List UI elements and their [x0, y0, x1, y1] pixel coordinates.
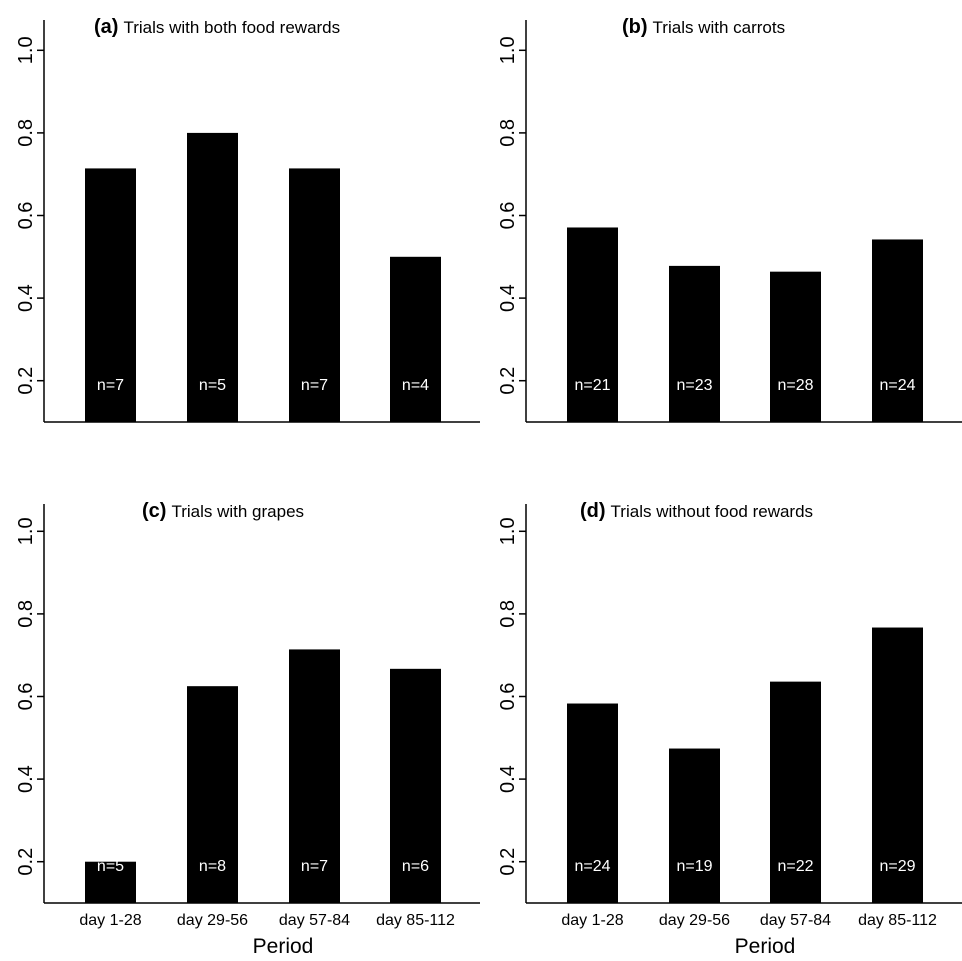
bar-n-label: n=6 — [402, 858, 429, 875]
panel-letter: (c) — [142, 500, 166, 522]
y-tick-label: 0.2 — [15, 848, 37, 876]
y-tick-label: 0.8 — [15, 600, 37, 628]
bar — [85, 861, 136, 903]
y-tick-label: 0.6 — [497, 683, 519, 711]
x-tick-label: day 85-112 — [858, 912, 937, 929]
bar-n-label: n=29 — [879, 858, 915, 875]
bar — [770, 681, 821, 903]
y-tick-label: 0.6 — [497, 202, 519, 230]
bar-n-label: n=24 — [879, 377, 915, 394]
bar-n-label: n=5 — [97, 858, 124, 875]
bar — [872, 239, 923, 422]
bar-n-label: n=28 — [777, 377, 813, 394]
y-tick-label: 0.6 — [15, 202, 37, 230]
x-tick-label: day 1-28 — [561, 912, 623, 929]
bar-n-label: n=21 — [574, 377, 610, 394]
bar — [872, 627, 923, 903]
panel-letter: (a) — [94, 16, 118, 38]
bar — [669, 265, 720, 422]
bar — [567, 703, 618, 903]
y-tick-label: 0.2 — [497, 848, 519, 876]
x-tick-label: day 29-56 — [177, 912, 248, 929]
y-tick-label: 0.4 — [15, 765, 37, 793]
y-tick-label: 0.8 — [497, 600, 519, 628]
panel-title-group: (b) Trials with carrots — [622, 16, 785, 38]
panel-letter: (b) — [622, 16, 648, 38]
bar — [289, 649, 340, 903]
bar — [567, 227, 618, 422]
x-axis-title: Period — [735, 935, 796, 958]
y-tick-label: 1.0 — [497, 36, 519, 64]
panel-b: 0.2 0.4 0.6 0.8 1.0 n=21 n=23 n=28 n=24 (b) Trials… — [497, 16, 962, 423]
y-tick-label: 0.8 — [497, 119, 519, 147]
bar-n-label: n=7 — [301, 377, 328, 394]
panel-title: Trials with carrots — [653, 18, 786, 37]
bar-n-label: n=19 — [676, 858, 712, 875]
panel-title-group: (a) Trials with both food rewards — [94, 16, 340, 38]
bar — [770, 271, 821, 422]
bar-n-label: n=23 — [676, 377, 712, 394]
panel-c: 0.2 0.4 0.6 0.8 1.0 n=5 n=8 n=7 n=6 (c) Trials wit… — [15, 500, 480, 958]
y-tick-label: 1.0 — [497, 517, 519, 545]
bar-n-label: n=5 — [199, 377, 226, 394]
bar — [390, 256, 441, 422]
panel-a: 0.2 0.4 0.6 0.8 1.0 n=7 n=5 n=7 n=4 (a) Trials wit… — [15, 16, 480, 423]
panel-title-group: (d) Trials without food rewards — [580, 500, 813, 522]
bar-n-label: n=8 — [199, 858, 226, 875]
y-tick-label: 1.0 — [15, 36, 37, 64]
panel-title-group: (c) Trials with grapes — [142, 500, 304, 522]
bar — [669, 748, 720, 903]
bar-n-label: n=22 — [777, 858, 813, 875]
bar — [187, 132, 238, 422]
bar — [289, 168, 340, 422]
y-tick-label: 0.6 — [15, 683, 37, 711]
x-tick-label: day 1-28 — [79, 912, 141, 929]
y-tick-label: 0.2 — [497, 367, 519, 395]
y-tick-label: 0.4 — [497, 765, 519, 793]
x-axis-title: Period — [253, 935, 314, 958]
x-tick-label: day 57-84 — [279, 912, 350, 929]
bar — [85, 168, 136, 422]
bar — [390, 668, 441, 903]
panel-letter: (d) — [580, 500, 606, 522]
x-tick-label: day 57-84 — [760, 912, 831, 929]
bar-n-label: n=24 — [574, 858, 610, 875]
bar-n-label: n=7 — [301, 858, 328, 875]
y-tick-label: 0.2 — [15, 367, 37, 395]
panel-title: Trials without food rewards — [611, 502, 814, 521]
panel-title: Trials with both food rewards — [123, 18, 340, 37]
y-tick-label: 0.4 — [15, 284, 37, 312]
y-tick-label: 0.4 — [497, 284, 519, 312]
y-tick-label: 0.8 — [15, 119, 37, 147]
bar-n-label: n=7 — [97, 377, 124, 394]
panel-title: Trials with grapes — [171, 502, 304, 521]
x-tick-label: day 29-56 — [659, 912, 730, 929]
y-tick-label: 1.0 — [15, 517, 37, 545]
x-tick-label: day 85-112 — [376, 912, 455, 929]
panel-d: 0.2 0.4 0.6 0.8 1.0 n=24 n=19 n=22 n=29 (d) Trials… — [497, 500, 962, 958]
bar-n-label: n=4 — [402, 377, 429, 394]
bar — [187, 686, 238, 903]
